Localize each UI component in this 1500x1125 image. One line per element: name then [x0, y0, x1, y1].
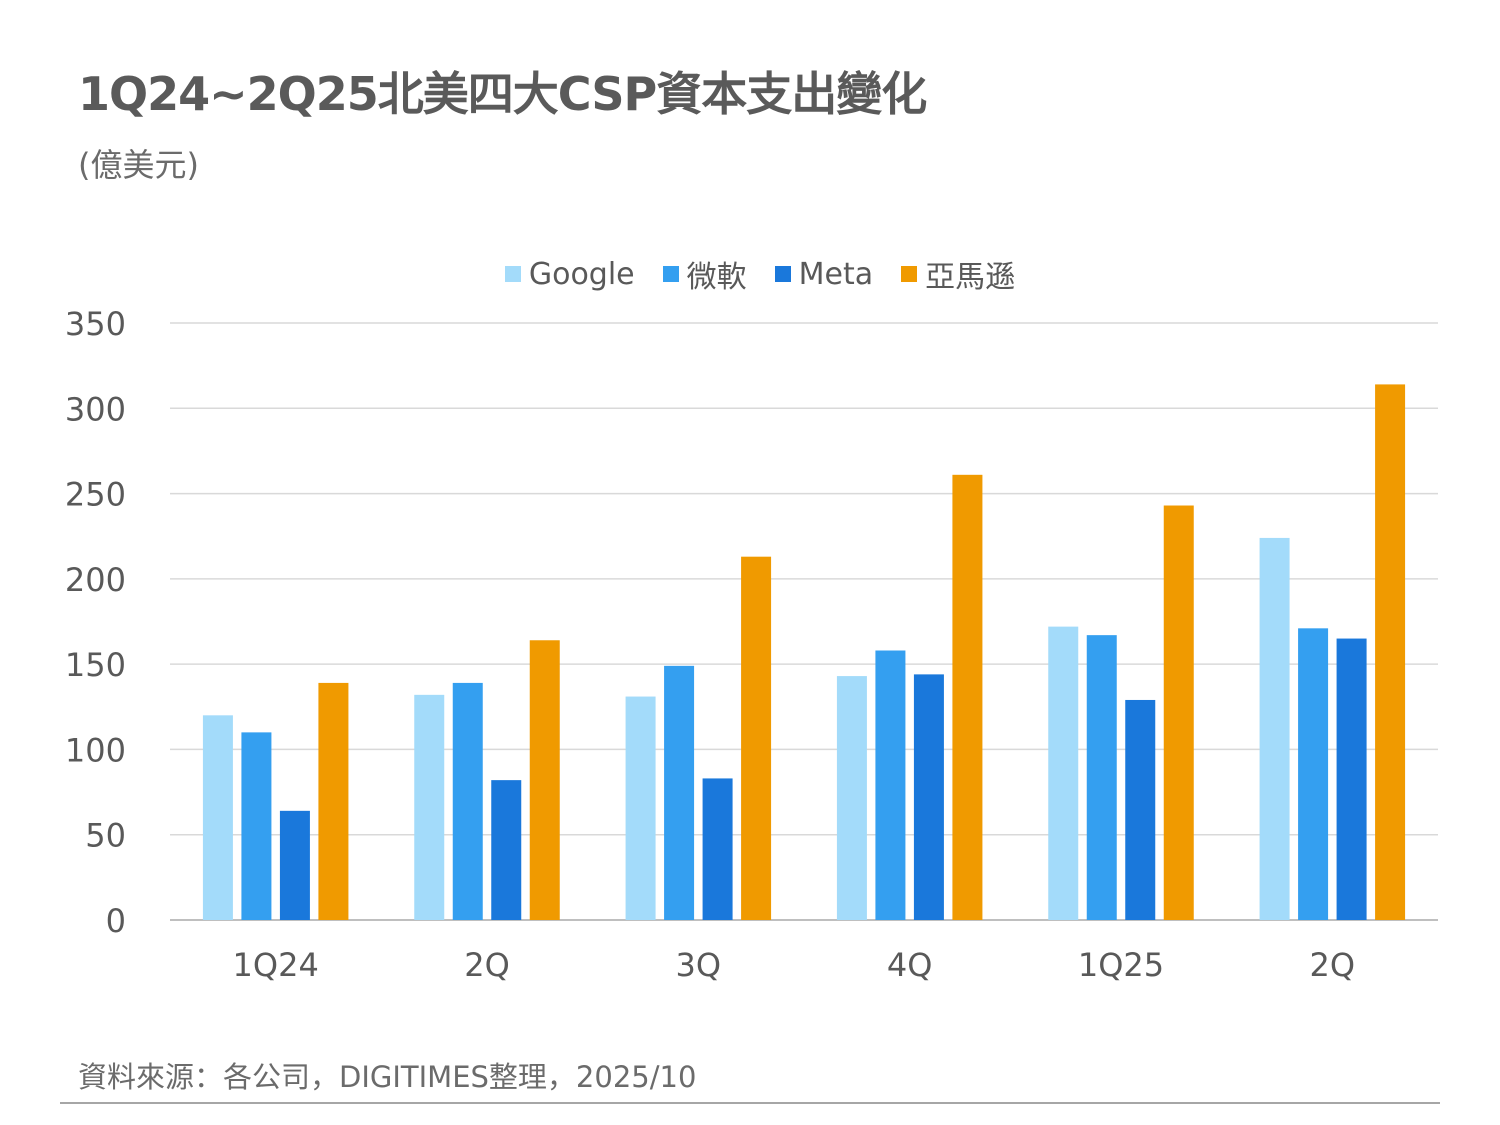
- y-tick-label: 50: [85, 817, 126, 855]
- y-tick-label: 200: [65, 561, 126, 599]
- bar-微軟-4Q: [875, 650, 906, 920]
- chart-unit-label: (億美元): [78, 146, 199, 184]
- grid-lines: [170, 322, 1438, 921]
- bar-微軟-2Q: [452, 682, 483, 920]
- legend-item-google: Google: [504, 252, 635, 296]
- bar-亞馬遜-3Q: [741, 556, 772, 920]
- x-tick-label: 1Q24: [233, 946, 319, 984]
- legend-swatch-google: [504, 266, 521, 282]
- bar-Google-4Q: [836, 676, 867, 920]
- bottom-divider: [60, 1102, 1440, 1104]
- y-axis-ticks: 0 50 100 150 200 250 300 350: [65, 305, 126, 940]
- legend-item-amazon: 亞馬遜: [901, 252, 1015, 296]
- chart-title: 1Q24~2Q25北美四大CSP資本支出變化: [78, 67, 927, 121]
- bar-微軟-3Q: [664, 665, 695, 920]
- chart-legend: Google 微軟 Meta 亞馬遜: [0, 252, 1500, 296]
- bar-微軟-1Q24: [241, 732, 272, 920]
- bar-Google-1Q24: [202, 715, 233, 920]
- x-tick-label: 2Q: [1310, 946, 1356, 984]
- y-tick-label: 150: [65, 646, 126, 684]
- bar-亞馬遜-4Q: [952, 474, 983, 920]
- bar-微軟-2Q: [1298, 628, 1329, 920]
- bar-亞馬遜-1Q24: [318, 682, 349, 920]
- bar-Google-2Q: [1259, 537, 1290, 920]
- legend-label-meta: Meta: [798, 256, 874, 292]
- bar-Meta-2Q: [1336, 638, 1367, 920]
- y-tick-label: 300: [65, 390, 126, 428]
- bar-Google-3Q: [625, 696, 656, 920]
- x-tick-label: 1Q25: [1078, 946, 1164, 984]
- y-tick-label: 0: [106, 902, 126, 940]
- bar-亞馬遜-2Q: [529, 640, 560, 920]
- source-note: 資料來源：各公司，DIGITIMES整理，2025/10: [78, 1060, 697, 1094]
- legend-swatch-microsoft: [662, 266, 679, 282]
- x-tick-label: 2Q: [464, 946, 510, 984]
- bar-Google-1Q25: [1048, 626, 1079, 920]
- bar-微軟-1Q25: [1086, 635, 1117, 920]
- legend-label-google: Google: [528, 256, 635, 292]
- bar-亞馬遜-2Q: [1375, 384, 1406, 920]
- bar-Meta-2Q: [491, 780, 522, 920]
- bar-Meta-3Q: [702, 778, 733, 920]
- bar-亞馬遜-1Q25: [1163, 505, 1194, 920]
- bar-Meta-1Q24: [279, 810, 310, 920]
- y-tick-label: 250: [65, 476, 126, 514]
- x-axis-ticks: 1Q24 2Q 3Q 4Q 1Q25 2Q: [233, 946, 1356, 984]
- y-tick-label: 350: [65, 305, 126, 343]
- legend-item-meta: Meta: [774, 252, 874, 296]
- y-tick-label: 100: [65, 731, 126, 769]
- bars: [202, 384, 1406, 920]
- bar-Google-2Q: [414, 694, 445, 920]
- bar-Meta-1Q25: [1125, 699, 1156, 920]
- legend-swatch-meta: [774, 266, 791, 282]
- legend-item-microsoft: 微軟: [662, 252, 747, 296]
- bar-Meta-4Q: [913, 674, 944, 920]
- x-tick-label: 4Q: [887, 946, 933, 984]
- legend-label-microsoft: 微軟: [686, 260, 747, 295]
- legend-label-amazon: 亞馬遜: [925, 260, 1016, 295]
- x-tick-label: 3Q: [676, 946, 722, 984]
- legend-swatch-amazon: [901, 266, 918, 282]
